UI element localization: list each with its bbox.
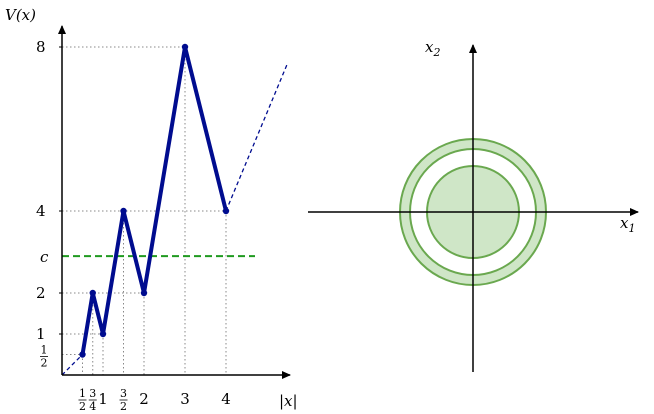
x-frac-num: 3 <box>89 387 96 400</box>
dashed-extension-end <box>225 63 289 212</box>
y-tick-label: 2 <box>36 284 46 302</box>
curve-point <box>140 289 148 297</box>
curve-point <box>181 43 189 51</box>
curve-point <box>120 207 127 215</box>
y-frac-den: 2 <box>41 357 48 370</box>
level-set-plot: x1 x2 <box>308 38 639 372</box>
x-tick-label: 1 <box>98 390 108 408</box>
curve-point <box>222 207 230 215</box>
x-frac-den: 4 <box>89 400 96 413</box>
x1-axis-label: x1 <box>620 214 635 235</box>
x-tick-label: 3 <box>180 390 190 408</box>
y-tick-label: 4 <box>36 202 46 220</box>
y-axis-label: V(x) <box>5 6 36 24</box>
curve-point <box>89 289 96 297</box>
x-frac-num: 3 <box>120 387 127 400</box>
curve-point <box>79 351 86 358</box>
x-axis-label: |x| <box>279 392 298 410</box>
dashed-extension-start <box>61 354 83 376</box>
x-frac-den: 2 <box>120 400 127 413</box>
y-tick-label: 1 <box>36 325 46 343</box>
curve-point <box>99 330 107 338</box>
c-label: c <box>40 248 49 266</box>
curve-points <box>79 43 230 358</box>
x-frac-den: 2 <box>79 400 86 413</box>
potential-curve <box>80 45 228 355</box>
x-tick-label: 2 <box>139 390 149 408</box>
y-frac-num: 1 <box>41 344 48 357</box>
x-frac-num: 1 <box>79 387 86 400</box>
y-tick-label: 8 <box>36 38 46 56</box>
x2-axis-label: x2 <box>425 38 440 59</box>
dotted-guide-lines <box>62 46 227 375</box>
x-tick-label: 4 <box>221 390 231 408</box>
